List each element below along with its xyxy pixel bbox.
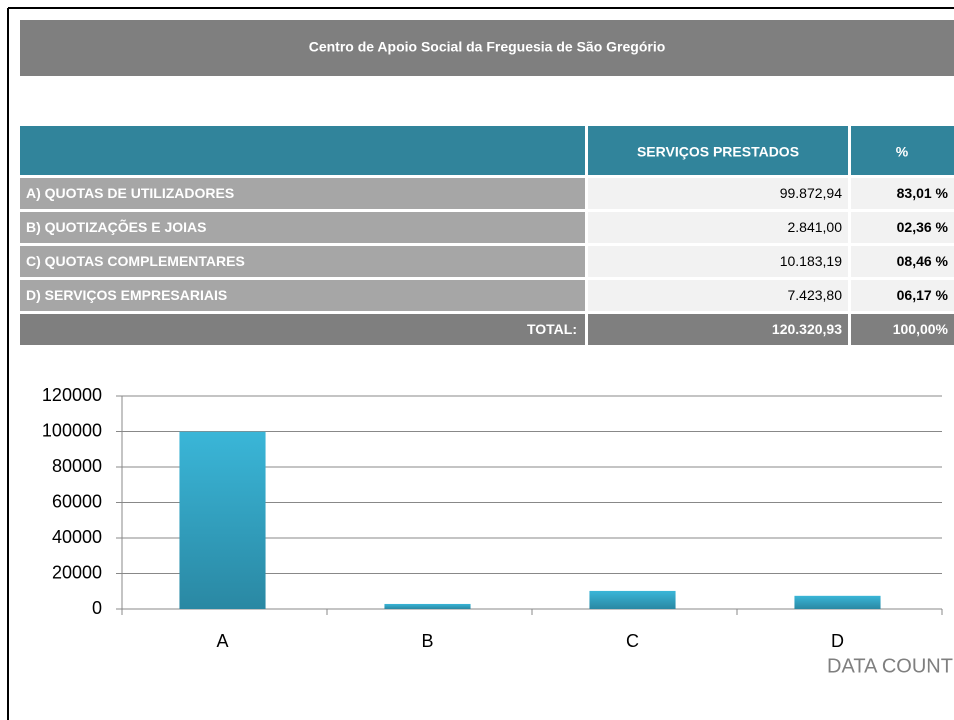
y-tick-label: 0 <box>92 598 102 618</box>
row-label-cell <box>20 280 585 311</box>
y-tick-label: 100000 <box>42 420 102 440</box>
value-cell <box>588 212 848 243</box>
y-tick-label: 60000 <box>52 491 102 511</box>
row-percent: 83,01 % <box>897 185 949 201</box>
row-label: TOTAL: <box>527 321 577 337</box>
bar <box>179 431 266 609</box>
y-tick-label: 80000 <box>52 456 102 476</box>
x-tick-label: B <box>421 631 433 651</box>
row-label: D) SERVIÇOS EMPRESARIAIS <box>26 287 227 303</box>
row-label: C) QUOTAS COMPLEMENTARES <box>26 253 245 269</box>
bar <box>384 603 471 609</box>
x-tick-label: D <box>831 631 844 651</box>
x-tick-label: C <box>626 631 639 651</box>
row-percent: 06,17 % <box>897 287 949 303</box>
table-header-cell <box>851 126 954 175</box>
row-value: 99.872,94 <box>780 185 842 201</box>
row-label-cell <box>20 212 585 243</box>
y-tick-label: 40000 <box>52 527 102 547</box>
row-percent: 02,36 % <box>897 219 949 235</box>
bar <box>589 590 676 609</box>
row-percent: 08,46 % <box>897 253 949 269</box>
value-cell <box>588 246 848 277</box>
value-cell <box>588 280 848 311</box>
percent-cell <box>851 178 954 209</box>
y-tick-label: 20000 <box>52 562 102 582</box>
column-header: % <box>896 144 909 160</box>
row-percent: 100,00% <box>893 321 949 337</box>
row-value: 10.183,19 <box>780 253 842 269</box>
row-label: B) QUOTIZAÇÕES E JOIAS <box>26 218 206 235</box>
bar <box>794 595 881 609</box>
row-label: A) QUOTAS DE UTILIZADORES <box>26 185 234 201</box>
logo: DATA COUNT <box>827 655 953 677</box>
row-label-cell <box>20 178 585 209</box>
table-header-cell <box>588 126 848 175</box>
value-cell <box>588 178 848 209</box>
percent-cell <box>851 280 954 311</box>
row-value: 120.320,93 <box>772 321 842 337</box>
row-label-cell <box>20 314 585 345</box>
y-tick-label: 120000 <box>42 385 102 405</box>
row-value: 2.841,00 <box>788 219 843 235</box>
percent-cell <box>851 212 954 243</box>
row-label-cell <box>20 246 585 277</box>
percent-cell <box>851 246 954 277</box>
x-tick-label: A <box>216 631 228 651</box>
value-cell <box>588 314 848 345</box>
header-bar <box>20 20 954 76</box>
column-header: SERVIÇOS PRESTADOS <box>637 144 799 160</box>
percent-cell <box>851 314 954 345</box>
row-value: 7.423,80 <box>788 287 843 303</box>
header-title: Centro de Apoio Social da Freguesia de S… <box>309 39 666 55</box>
table-header-cell <box>20 126 585 175</box>
